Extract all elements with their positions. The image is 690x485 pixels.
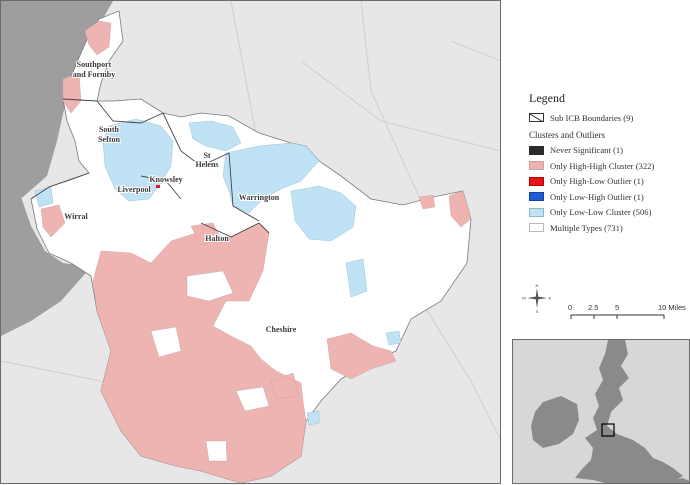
legend-item-low-high: Only Low-High Outlier (1) <box>529 189 689 205</box>
scale-bar-graphic <box>570 314 665 319</box>
label-st-helens-line2: Helens <box>195 160 218 169</box>
legend-swatch-low-low <box>529 207 544 217</box>
inset-canvas <box>513 340 689 483</box>
multiple-type-gaps <box>150 270 270 462</box>
compass-n: N <box>536 283 539 288</box>
legend-title: Legend <box>529 91 565 105</box>
scale-tick-1: 2.5 <box>588 303 599 312</box>
place-labels: Southport and Formby South Sefton St Helens… <box>63 59 297 335</box>
label-st-helens-line1: St <box>203 151 210 160</box>
label-wirral: Wirral <box>64 212 88 221</box>
high-low-outlier <box>156 185 160 188</box>
boundary-swatch <box>529 113 544 123</box>
legend-item-multiple: Multiple Types (731) <box>529 220 689 236</box>
label-southport-line2: and Formby <box>73 70 115 79</box>
legend-swatch-high-low <box>529 176 544 186</box>
scale-tick-3: 10 Miles <box>658 303 686 312</box>
never-significant-area <box>177 179 180 182</box>
legend-label-low-low: Only Low-Low Cluster (506) <box>550 207 652 218</box>
legend-item-boundaries: Sub ICB Boundaries (9) <box>529 110 689 126</box>
main-map[interactable]: Southport and Formby South Sefton St Helens… <box>0 0 501 484</box>
compass-e: E <box>549 296 552 301</box>
label-liverpool: Liverpool <box>117 185 151 194</box>
ireland-shape <box>531 396 579 448</box>
low-low-areas <box>34 118 402 426</box>
scale-tick-0: 0 <box>568 303 573 312</box>
legend-boundary-label: Sub ICB Boundaries (9) <box>550 112 634 123</box>
legend-label-multiple: Multiple Types (731) <box>550 222 623 233</box>
france-shape <box>661 478 689 483</box>
north-arrow-icon: N S E W <box>522 283 552 313</box>
legend-swatch-never <box>529 145 544 155</box>
legend-item-high-low: Only High-Low Outlier (1) <box>529 174 689 190</box>
scale-bar: 0 2.5 5 10 Miles <box>568 303 686 325</box>
study-area-locator-box <box>601 423 615 437</box>
label-south-sefton-line1: South <box>99 125 120 134</box>
label-halton: Halton <box>205 234 229 243</box>
label-southport-line1: Southport <box>77 60 112 69</box>
legend-label-high-high: Only High-High Cluster (322) <box>550 160 655 171</box>
scale-tick-2: 5 <box>615 303 620 312</box>
sub-icb-boundaries <box>30 98 270 238</box>
compass-s: S <box>536 309 539 313</box>
legend: Legend Sub ICB Boundaries (9) Clusters a… <box>529 91 689 236</box>
legend-swatch-multiple <box>529 223 544 233</box>
high-high-areas <box>40 20 472 483</box>
legend-label-high-low: Only High-Low Outlier (1) <box>550 176 644 187</box>
legend-item-low-low: Only Low-Low Cluster (506) <box>529 205 689 221</box>
legend-item-high-high: Only High-High Cluster (322) <box>529 158 689 174</box>
dee-estuary <box>1 197 91 336</box>
label-south-sefton-line2: Sefton <box>98 135 120 144</box>
legend-swatch-high-high <box>529 161 544 171</box>
irish-sea <box>1 1 113 216</box>
great-britain-shape <box>575 340 683 483</box>
label-cheshire: Cheshire <box>266 325 297 334</box>
legend-item-never: Never Significant (1) <box>529 143 689 159</box>
legend-subtitle: Clusters and Outliers <box>529 129 605 140</box>
legend-swatch-low-high <box>529 192 544 202</box>
label-warrington: Warrington <box>239 193 280 202</box>
legend-label-never: Never Significant (1) <box>550 145 624 156</box>
inset-locator-map <box>512 339 690 484</box>
label-knowsley: Knowsley <box>149 175 182 184</box>
legend-label-low-high: Only Low-High Outlier (1) <box>550 191 644 202</box>
map-canvas: Southport and Formby South Sefton St Helens… <box>1 1 500 483</box>
compass-w: W <box>522 296 526 301</box>
